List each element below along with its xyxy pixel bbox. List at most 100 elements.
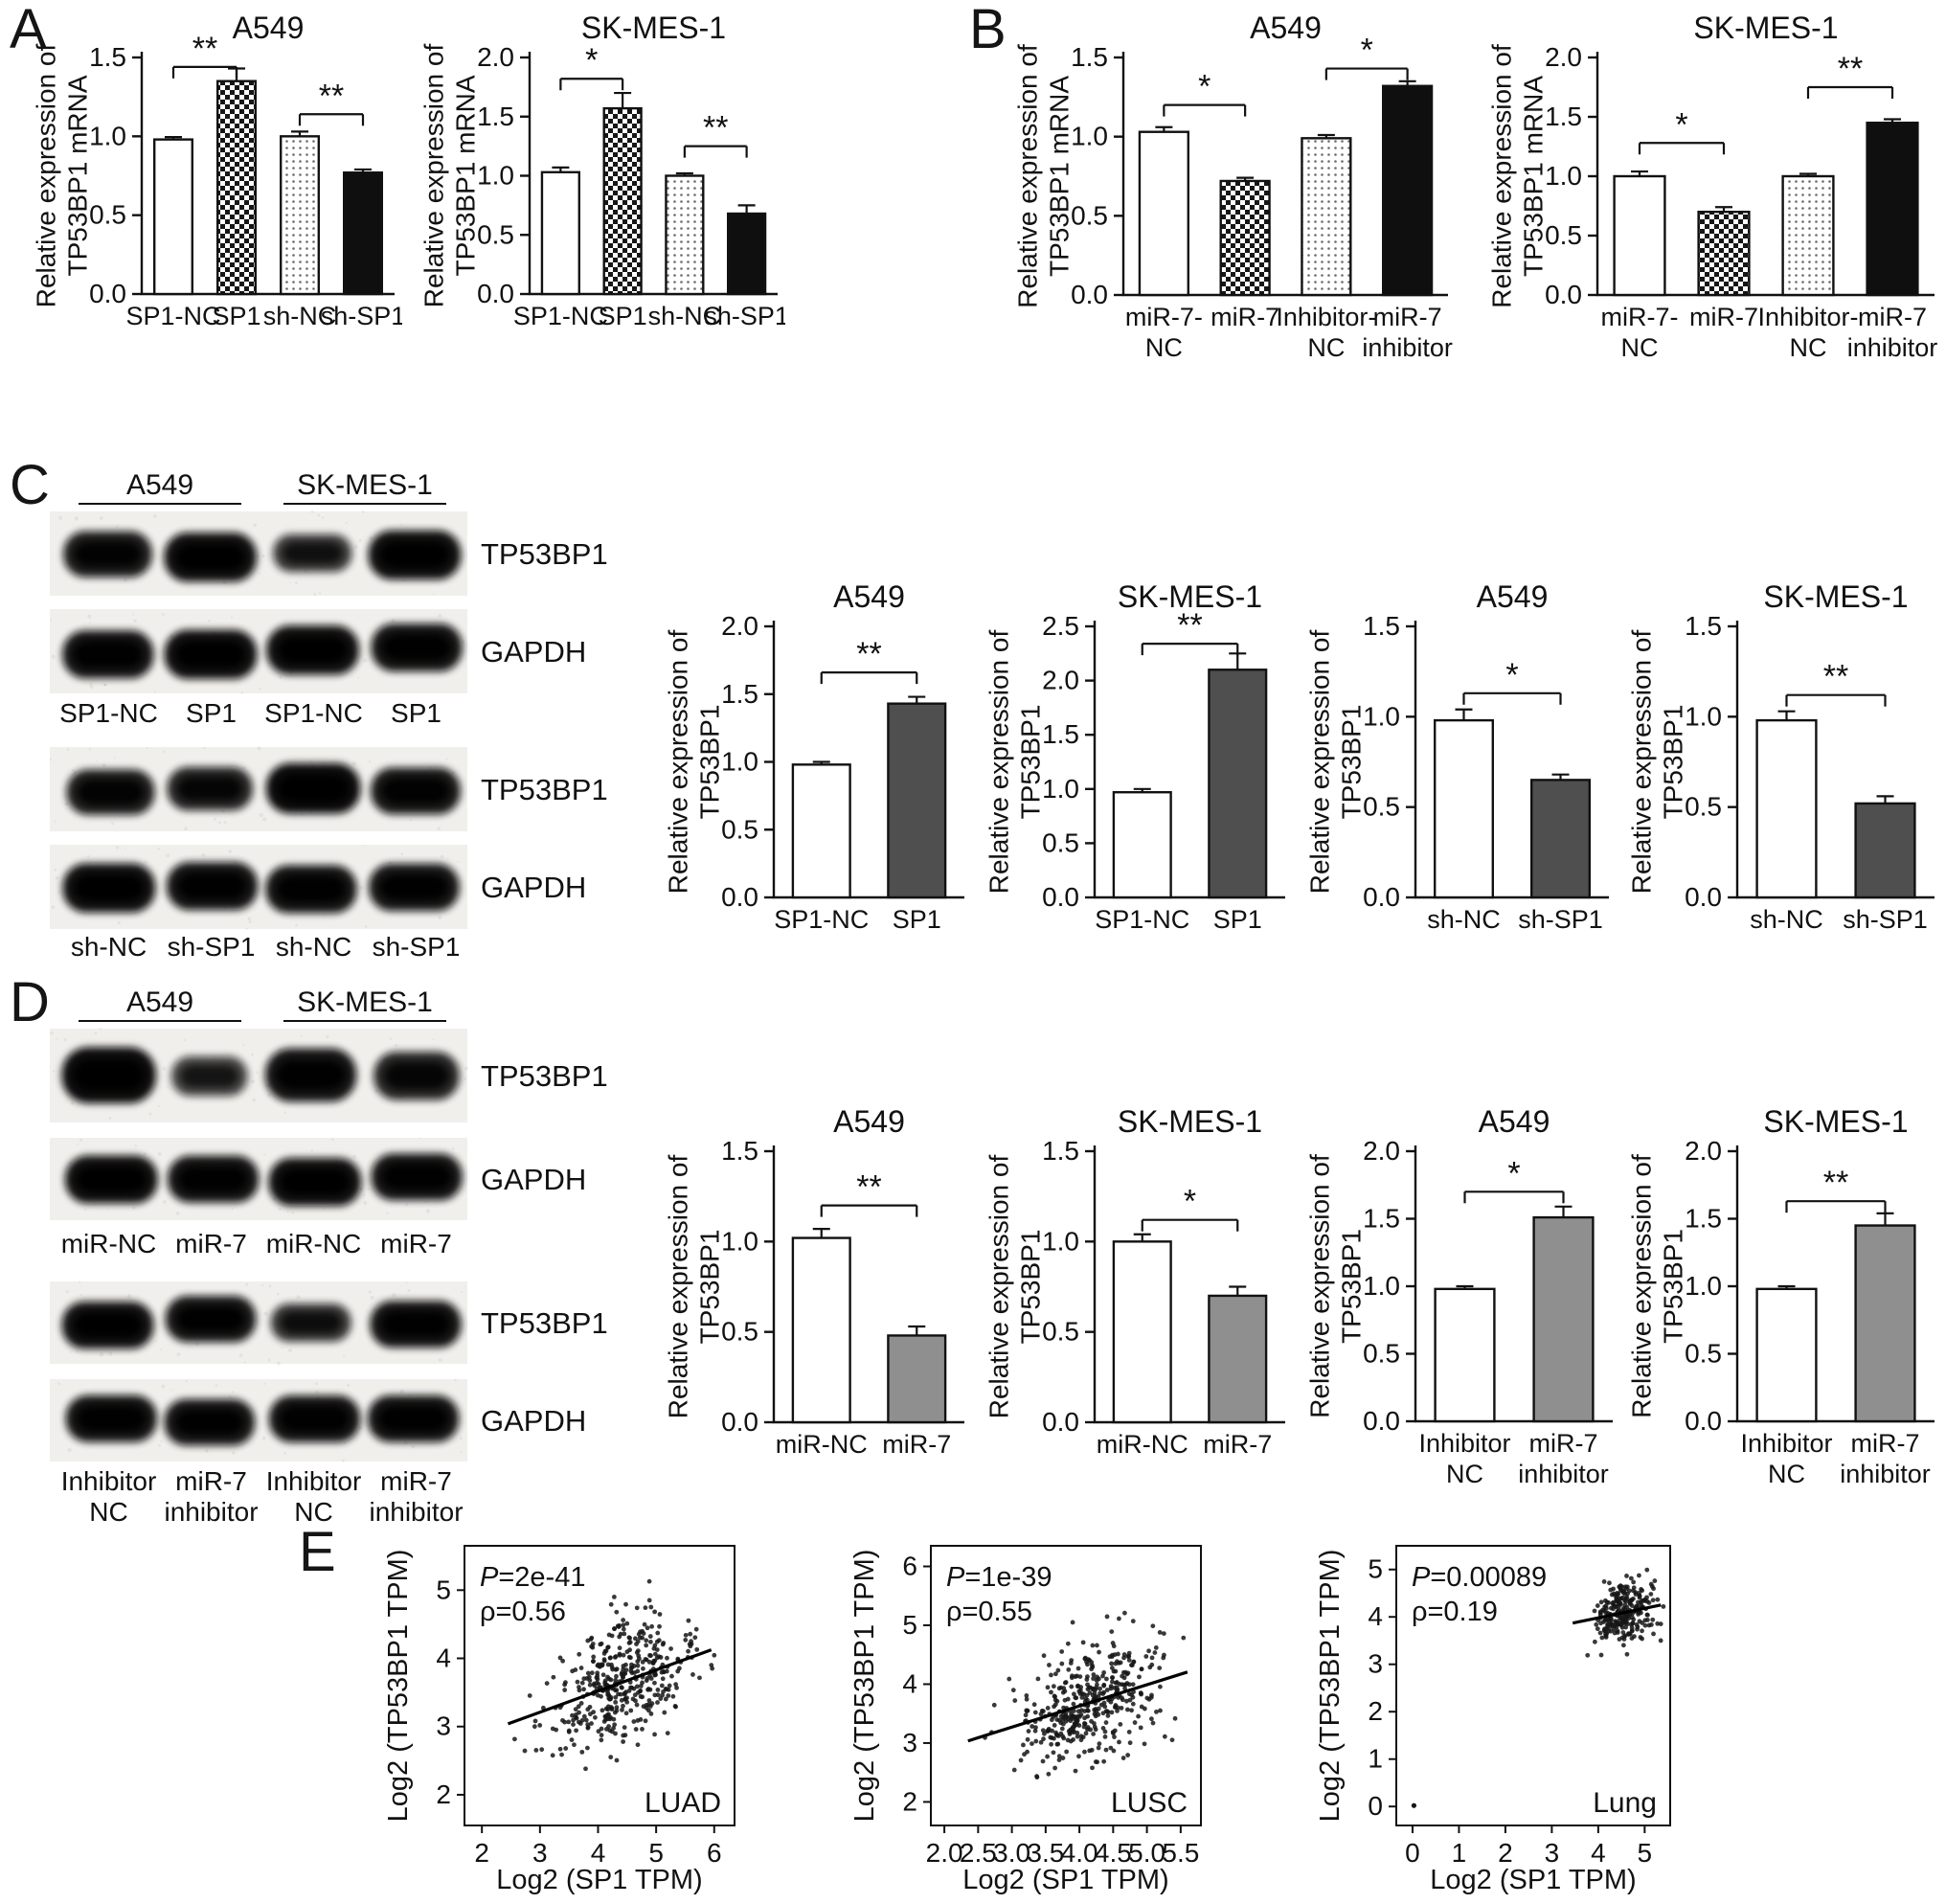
svg-text:Relative expression of: Relative expression of	[984, 1155, 1014, 1419]
svg-text:*: *	[585, 42, 598, 79]
svg-text:4: 4	[1591, 1838, 1606, 1868]
svg-text:1.0: 1.0	[1042, 774, 1079, 804]
svg-text:A549: A549	[833, 1104, 905, 1139]
svg-text:SK-MES-1: SK-MES-1	[1763, 1104, 1908, 1139]
svg-text:2.0: 2.0	[926, 1838, 963, 1868]
svg-text:0.0: 0.0	[477, 279, 514, 308]
svg-text:*: *	[1507, 1155, 1520, 1191]
svg-text:2.5: 2.5	[960, 1838, 997, 1868]
svg-text:Log2 (SP1 TPM): Log2 (SP1 TPM)	[1430, 1865, 1636, 1895]
svg-text:1.0: 1.0	[1042, 1226, 1079, 1256]
svg-text:1.5: 1.5	[721, 679, 758, 709]
b-skmes1-svg: SK-MES-1 Relative expression of TP53BP1 mR…	[1487, 11, 1938, 362]
svg-text:0.5: 0.5	[1363, 792, 1400, 822]
svg-text:0: 0	[1368, 1791, 1383, 1821]
svg-text:P=1e-39: P=1e-39	[946, 1562, 1052, 1593]
svg-text:miR-NC: miR-NC	[61, 1229, 157, 1258]
svg-text:2.0: 2.0	[1042, 666, 1079, 695]
svg-text:miR-7: miR-7	[380, 1466, 452, 1496]
svg-text:0.0: 0.0	[721, 1407, 758, 1437]
svg-text:inhibitor: inhibitor	[1847, 333, 1938, 362]
svg-text:NC: NC	[1307, 333, 1345, 362]
svg-text:3: 3	[532, 1838, 548, 1868]
svg-text:TP53BP1: TP53BP1	[1016, 1230, 1046, 1345]
svg-text:0.0: 0.0	[1685, 1406, 1722, 1436]
svg-text:inhibitor: inhibitor	[1518, 1460, 1609, 1488]
chart-c-skmes1-sp1: SK-MES-1 Relative expression of TP53BP1 0.0…	[982, 573, 1293, 953]
svg-text:**: **	[856, 1169, 881, 1206]
svg-text:*: *	[1198, 69, 1211, 105]
svg-text:0.0: 0.0	[1042, 882, 1079, 912]
svg-text:SK-MES-1: SK-MES-1	[297, 988, 433, 1018]
svg-text:ρ=0.19: ρ=0.19	[1412, 1597, 1498, 1627]
svg-text:5: 5	[1368, 1554, 1383, 1584]
svg-text:5.5: 5.5	[1162, 1838, 1199, 1868]
svg-text:SP1-NC: SP1-NC	[59, 698, 158, 728]
svg-text:Relative expression of: Relative expression of	[1627, 630, 1657, 895]
svg-text:SK-MES-1: SK-MES-1	[1693, 11, 1838, 45]
svg-text:Log2 (TP53BP1 TPM): Log2 (TP53BP1 TPM)	[383, 1550, 414, 1823]
svg-text:**: **	[192, 31, 217, 67]
svg-text:GAPDH: GAPDH	[481, 871, 586, 904]
svg-text:SP1: SP1	[599, 302, 647, 330]
d-skmes1-mir7-svg: SK-MES-1 Relative expression of TP53BP1 0.0…	[984, 1104, 1285, 1459]
svg-text:TP53BP1: TP53BP1	[1659, 1229, 1688, 1344]
svg-text:5: 5	[1638, 1838, 1653, 1868]
svg-text:sh-NC: sh-NC	[263, 302, 337, 330]
svg-text:0.5: 0.5	[1685, 792, 1722, 822]
svg-text:SP1-NC: SP1-NC	[774, 905, 869, 934]
svg-text:4: 4	[591, 1838, 606, 1868]
svg-text:4: 4	[902, 1668, 917, 1698]
svg-text:1.5: 1.5	[1685, 611, 1722, 641]
svg-text:1: 1	[1452, 1838, 1467, 1868]
svg-text:TP53BP1: TP53BP1	[481, 773, 608, 806]
chart-b-skmes1: SK-MES-1 Relative expression of TP53BP1 mR…	[1484, 4, 1942, 382]
svg-text:miR-NC: miR-NC	[266, 1229, 362, 1258]
chart-c-a549-sh: A549 Relative expression of TP53BP1 0.0 0.5 1…	[1302, 573, 1617, 953]
svg-text:4.5: 4.5	[1095, 1838, 1132, 1868]
svg-text:6: 6	[902, 1552, 917, 1581]
chart-d-a549-mir7: A549 Relative expression of TP53BP1 0.0 0.5 1…	[661, 1098, 972, 1478]
svg-text:SK-MES-1: SK-MES-1	[1763, 579, 1908, 614]
svg-text:1.5: 1.5	[477, 102, 514, 131]
svg-text:A549: A549	[1477, 579, 1549, 614]
svg-text:TP53BP1 mRNA: TP53BP1 mRNA	[1045, 76, 1075, 277]
svg-text:SP1-NC: SP1-NC	[1095, 905, 1189, 934]
svg-text:3: 3	[902, 1728, 917, 1757]
c-a549-sp1-svg: A549 Relative expression of TP53BP1 0.0 0.5 1…	[664, 579, 964, 934]
c-a549-sh-svg: A549 Relative expression of TP53BP1 0.0 0.5 1…	[1305, 579, 1609, 934]
svg-text:0: 0	[1405, 1838, 1420, 1868]
svg-text:1.0: 1.0	[1363, 701, 1400, 731]
svg-text:0.5: 0.5	[721, 1317, 758, 1347]
svg-text:2: 2	[1498, 1838, 1513, 1868]
svg-text:Lung: Lung	[1593, 1787, 1657, 1819]
svg-text:GAPDH: GAPDH	[481, 1404, 586, 1438]
chart-e-luad: 2 3 4 5 6 2 3 4 5 Log2 (SP1 TPM) Log2 (TP53BP1 TPM…	[369, 1530, 748, 1904]
svg-text:*: *	[1505, 657, 1518, 693]
svg-text:5: 5	[436, 1575, 451, 1604]
svg-text:A549: A549	[233, 11, 305, 45]
d-skmes1-inhibitor-svg: SK-MES-1 Relative expression of TP53BP1 0.0…	[1627, 1104, 1935, 1488]
svg-text:A549: A549	[126, 988, 193, 1018]
svg-text:1.0: 1.0	[1685, 701, 1722, 731]
western-blot-panel-d: A549 SK-MES-1 TP53BP1 GAPDH TP53BP1 GAPDH miR-…	[50, 986, 639, 1534]
svg-text:miR-7: miR-7	[882, 1430, 951, 1459]
svg-text:**: **	[319, 78, 344, 114]
panel-label-d: D	[10, 971, 50, 1033]
svg-text:SP1: SP1	[893, 905, 941, 934]
svg-text:NC: NC	[1768, 1460, 1805, 1488]
svg-text:Inhibitor-: Inhibitor-	[1276, 303, 1376, 331]
svg-text:inhibitor: inhibitor	[164, 1497, 258, 1527]
svg-text:TP53BP1: TP53BP1	[1337, 705, 1367, 820]
svg-text:sh-NC: sh-NC	[71, 932, 147, 962]
svg-text:A549: A549	[1479, 1104, 1550, 1139]
svg-text:SK-MES-1: SK-MES-1	[581, 11, 726, 45]
svg-text:1.0: 1.0	[477, 161, 514, 191]
svg-text:0.0: 0.0	[1363, 1406, 1400, 1436]
svg-text:0.5: 0.5	[1042, 1317, 1079, 1347]
panel-label-b: B	[969, 0, 1007, 60]
svg-text:TP53BP1 mRNA: TP53BP1 mRNA	[1519, 76, 1549, 277]
